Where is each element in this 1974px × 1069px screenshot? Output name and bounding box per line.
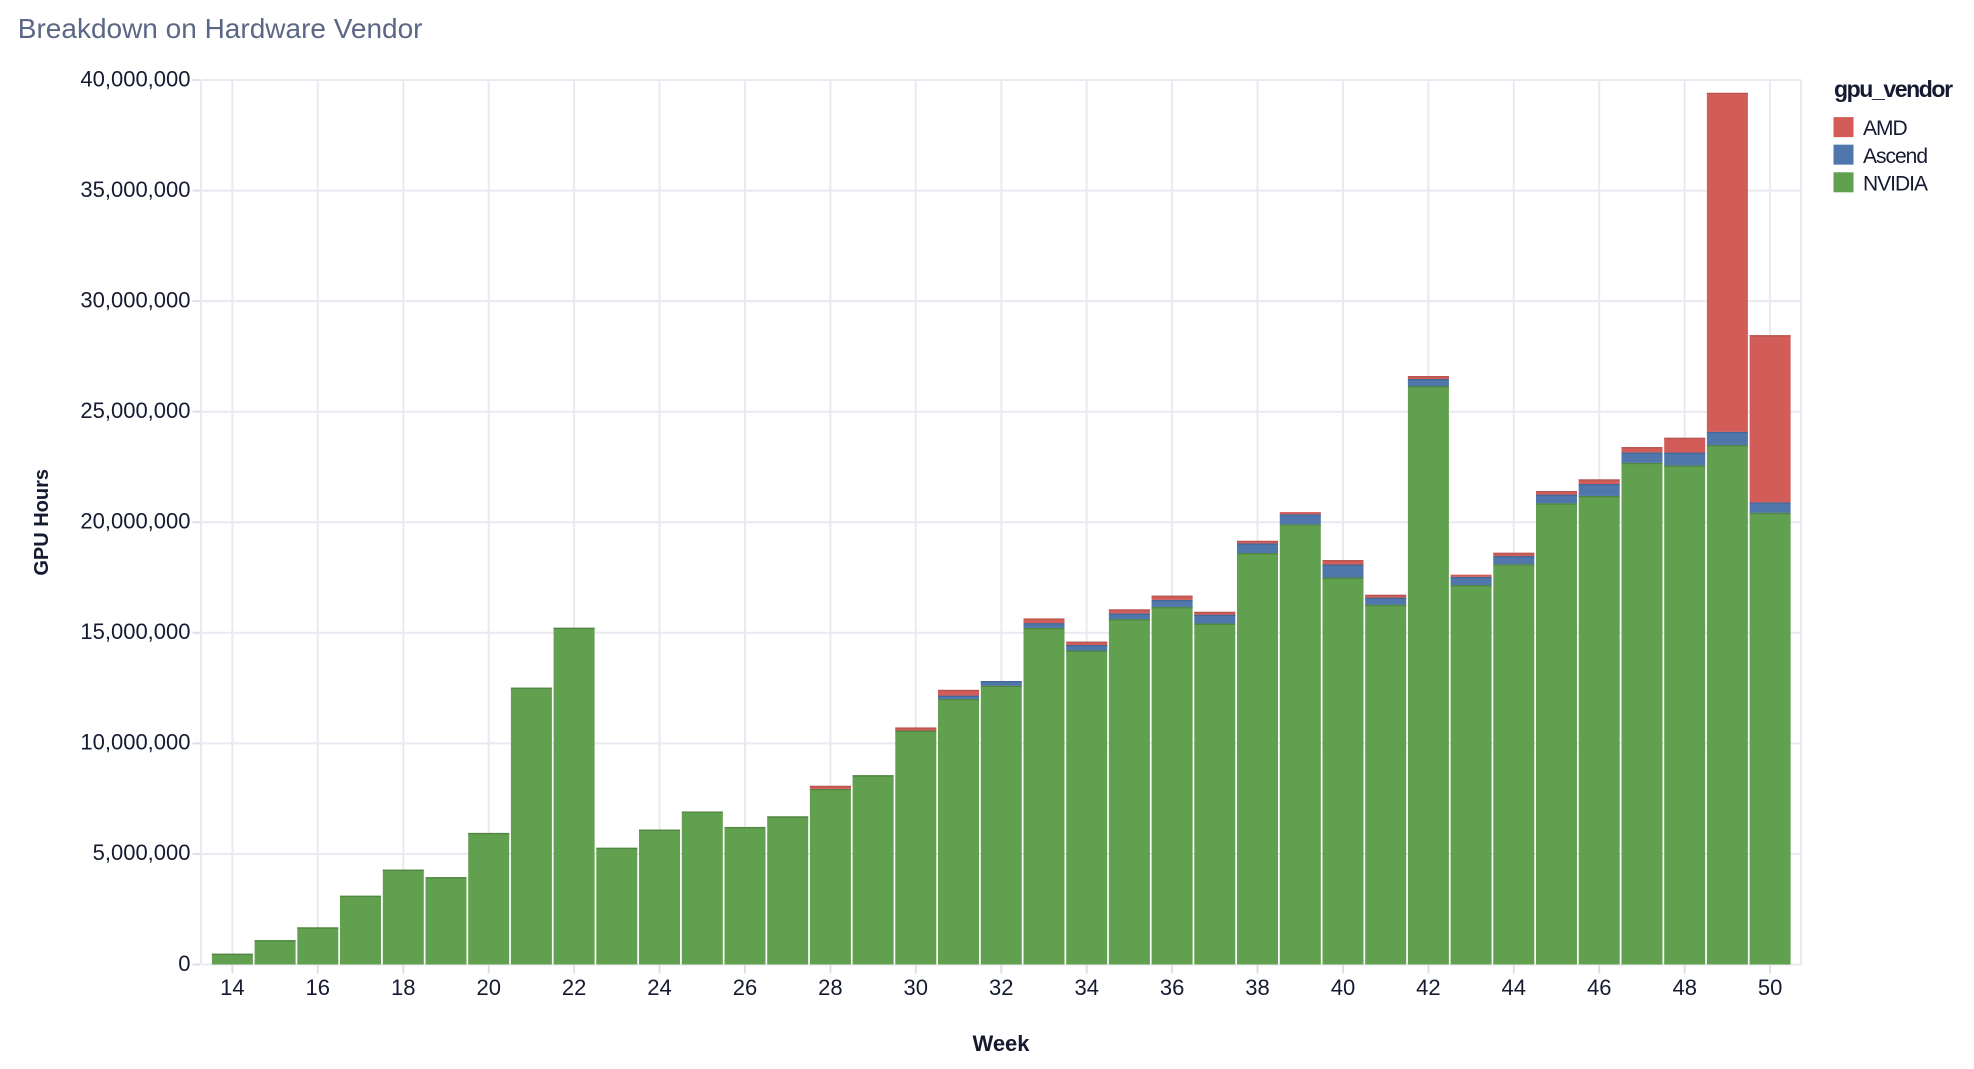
svg-text:5,000,000: 5,000,000 [93, 840, 191, 865]
svg-text:46: 46 [1587, 975, 1611, 1000]
svg-text:20: 20 [476, 975, 500, 1000]
svg-text:44: 44 [1502, 975, 1526, 1000]
svg-text:40,000,000: 40,000,000 [80, 66, 190, 91]
svg-text:15,000,000: 15,000,000 [80, 619, 190, 644]
svg-text:48: 48 [1672, 975, 1696, 1000]
svg-text:38: 38 [1245, 975, 1269, 1000]
svg-text:30: 30 [904, 975, 928, 1000]
svg-text:AMD: AMD [1863, 117, 1908, 140]
svg-text:Week: Week [972, 1031, 1030, 1056]
svg-text:25,000,000: 25,000,000 [80, 398, 190, 423]
svg-text:35,000,000: 35,000,000 [80, 177, 190, 202]
svg-text:24: 24 [647, 975, 671, 1000]
svg-text:36: 36 [1160, 975, 1184, 1000]
svg-text:NVIDIA: NVIDIA [1863, 172, 1928, 195]
svg-text:50: 50 [1758, 975, 1782, 1000]
svg-text:14: 14 [220, 975, 244, 1000]
svg-text:28: 28 [818, 975, 842, 1000]
svg-text:16: 16 [306, 975, 330, 1000]
svg-text:32: 32 [989, 975, 1013, 1000]
svg-text:26: 26 [733, 975, 757, 1000]
svg-text:0: 0 [178, 951, 190, 976]
svg-text:10,000,000: 10,000,000 [80, 730, 190, 755]
svg-text:42: 42 [1416, 975, 1440, 1000]
svg-text:18: 18 [391, 975, 415, 1000]
svg-text:Breakdown on Hardware Vendor: Breakdown on Hardware Vendor [18, 13, 423, 44]
svg-text:22: 22 [562, 975, 586, 1000]
svg-text:Ascend: Ascend [1863, 145, 1927, 168]
svg-text:GPU Hours: GPU Hours [31, 469, 53, 576]
svg-text:34: 34 [1074, 975, 1098, 1000]
svg-text:40: 40 [1331, 975, 1355, 1000]
svg-text:30,000,000: 30,000,000 [80, 287, 190, 312]
svg-text:20,000,000: 20,000,000 [80, 509, 190, 534]
svg-text:gpu_vendor: gpu_vendor [1834, 76, 1953, 102]
